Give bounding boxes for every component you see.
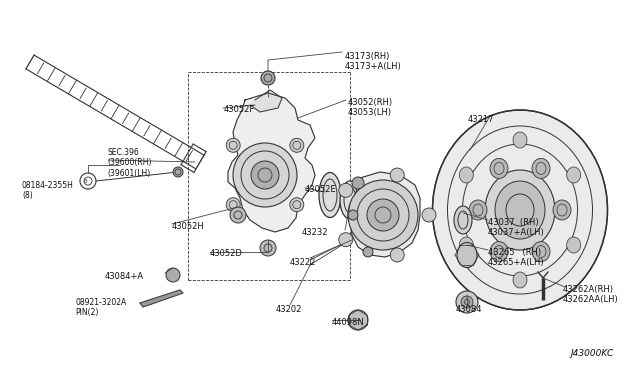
Circle shape xyxy=(226,138,240,152)
Circle shape xyxy=(290,198,304,212)
Circle shape xyxy=(339,183,353,197)
Ellipse shape xyxy=(490,241,508,262)
Circle shape xyxy=(226,198,240,212)
Ellipse shape xyxy=(454,206,472,234)
Ellipse shape xyxy=(469,200,487,220)
Ellipse shape xyxy=(485,170,555,250)
Circle shape xyxy=(348,210,358,220)
Circle shape xyxy=(290,138,304,152)
Circle shape xyxy=(251,161,279,189)
Text: 43262A(RH)
43262AA(LH): 43262A(RH) 43262AA(LH) xyxy=(563,285,619,304)
Text: 43084+A: 43084+A xyxy=(105,272,144,281)
Ellipse shape xyxy=(319,173,341,218)
Text: 43222: 43222 xyxy=(290,258,316,267)
Ellipse shape xyxy=(461,296,473,308)
Ellipse shape xyxy=(532,158,550,179)
Polygon shape xyxy=(228,93,315,232)
Text: 43037  (RH)
43037+A(LH): 43037 (RH) 43037+A(LH) xyxy=(488,218,545,237)
Ellipse shape xyxy=(513,132,527,148)
Ellipse shape xyxy=(460,237,474,253)
Text: J43000KC: J43000KC xyxy=(571,349,614,358)
Circle shape xyxy=(260,240,276,256)
Text: 43265   (RH)
43265+A(LH): 43265 (RH) 43265+A(LH) xyxy=(488,248,545,267)
Ellipse shape xyxy=(553,200,571,220)
Ellipse shape xyxy=(456,291,478,313)
Ellipse shape xyxy=(348,310,368,330)
Text: 43084: 43084 xyxy=(456,305,483,314)
Text: 43173(RH)
43173+A(LH): 43173(RH) 43173+A(LH) xyxy=(345,52,402,71)
Ellipse shape xyxy=(532,241,550,262)
Circle shape xyxy=(348,180,418,250)
Text: 08184-2355H
(8): 08184-2355H (8) xyxy=(22,181,74,201)
Ellipse shape xyxy=(566,167,580,183)
Circle shape xyxy=(363,247,373,257)
Circle shape xyxy=(230,207,246,223)
Text: B: B xyxy=(83,179,87,184)
Polygon shape xyxy=(140,290,183,307)
Text: 43217: 43217 xyxy=(468,115,495,124)
Text: 43052E: 43052E xyxy=(305,185,337,194)
Text: 08921-3202A
PIN(2): 08921-3202A PIN(2) xyxy=(75,298,126,317)
Circle shape xyxy=(390,248,404,262)
Ellipse shape xyxy=(513,272,527,288)
Text: 43052H: 43052H xyxy=(172,222,205,231)
Circle shape xyxy=(352,177,364,189)
Circle shape xyxy=(173,167,183,177)
Ellipse shape xyxy=(340,181,360,219)
Text: 43052F: 43052F xyxy=(224,105,255,114)
Text: 43232: 43232 xyxy=(302,228,328,237)
Circle shape xyxy=(367,199,399,231)
Circle shape xyxy=(166,268,180,282)
Ellipse shape xyxy=(495,181,545,239)
Text: SEC.396
(39600(RH)
(39601(LH): SEC.396 (39600(RH) (39601(LH) xyxy=(107,148,152,178)
Polygon shape xyxy=(350,172,420,257)
Ellipse shape xyxy=(460,167,474,183)
Circle shape xyxy=(233,143,297,207)
Ellipse shape xyxy=(433,110,607,310)
Text: 43052D: 43052D xyxy=(210,249,243,258)
Circle shape xyxy=(390,168,404,182)
Circle shape xyxy=(422,208,436,222)
Circle shape xyxy=(339,233,353,247)
Polygon shape xyxy=(250,90,282,112)
Text: 44098N: 44098N xyxy=(332,318,365,327)
Ellipse shape xyxy=(566,237,580,253)
Ellipse shape xyxy=(457,243,477,267)
Ellipse shape xyxy=(490,158,508,179)
Text: 43052(RH)
43053(LH): 43052(RH) 43053(LH) xyxy=(348,98,393,118)
Text: 43202: 43202 xyxy=(276,305,302,314)
Circle shape xyxy=(261,71,275,85)
